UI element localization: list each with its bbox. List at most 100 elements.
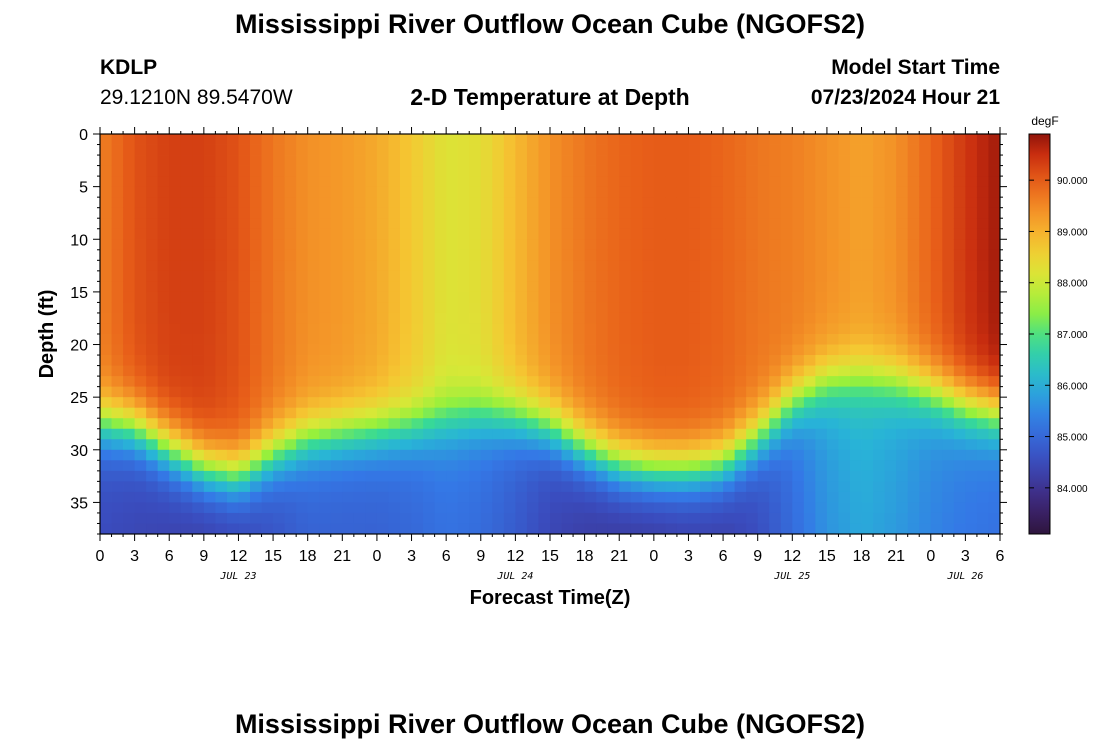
heatmap-cell [676,165,689,177]
heatmap-cell [573,165,586,177]
heatmap-cell [100,470,112,482]
heatmap-cell [423,460,436,472]
heatmap-cell [180,355,193,366]
heatmap-cell [538,386,551,398]
heatmap-cell [815,355,828,366]
heatmap-cell [965,197,978,209]
heatmap-cell [226,386,239,398]
heatmap-cell [469,312,482,324]
heatmap-cell [261,512,274,524]
heatmap-cell [873,197,886,209]
heatmap-cell [526,481,539,493]
heatmap-cell [953,270,966,282]
heatmap-cell [780,270,793,282]
heatmap-cell [665,155,678,166]
heatmap-cell [873,449,886,461]
heatmap-cell [226,312,239,324]
heatmap-cell [238,144,251,156]
heatmap-cell [215,323,228,335]
heatmap-cell [284,176,297,188]
heatmap-cell [723,281,736,293]
heatmap-cell [792,260,805,272]
heatmap-cell [307,428,320,440]
heatmap-cell [526,439,539,451]
heatmap-cell [850,365,862,377]
heatmap-cell [261,481,274,493]
heatmap-cell [457,186,470,198]
heatmap-cell [226,134,239,145]
heatmap-cell [884,134,897,145]
heatmap-cell [469,460,482,472]
heatmap-cell [457,502,470,514]
heatmap-cell [907,481,920,493]
heatmap-cell [896,281,909,293]
heatmap-cell [988,291,1001,303]
heatmap-cell [296,281,309,293]
heatmap-cell [919,449,932,461]
heatmap-cell [550,144,562,156]
heatmap-cell [734,376,747,388]
heatmap-cell [423,291,436,303]
heatmap-cell [965,523,978,535]
heatmap-cell [780,239,793,251]
heatmap-cell [250,323,262,335]
heatmap-cell [411,239,424,251]
heatmap-cell [930,502,943,514]
heatmap-cell [100,439,112,451]
heatmap-cell [642,365,655,377]
heatmap-cell [180,260,193,272]
y-tick-label: 15 [70,285,88,302]
x-tick-label: 0 [649,548,658,565]
heatmap-cell [273,365,286,377]
heatmap-cell [446,155,459,166]
heatmap-cell [746,186,759,198]
heatmap-cell [826,439,839,451]
heatmap-cell [907,502,920,514]
heatmap-cell [630,365,643,377]
heatmap-cell [826,197,839,209]
heatmap-cell [411,323,424,335]
heatmap-cell [492,270,505,282]
heatmap-cell [861,460,874,472]
heatmap-cell [930,481,943,493]
heatmap-cell [803,344,816,356]
heatmap-cell [376,239,389,251]
heatmap-cell [123,281,136,293]
heatmap-cell [619,260,632,272]
heatmap-cell [850,239,862,251]
heatmap-cell [434,491,447,503]
heatmap-cell [215,270,228,282]
heatmap-cell [503,134,516,145]
heatmap-cell [250,502,262,514]
heatmap-cell [169,291,182,303]
heatmap-cell [261,134,274,145]
heatmap-cell [965,365,978,377]
heatmap-cell [515,491,528,503]
heatmap-cell [411,397,424,409]
heatmap-cell [838,428,851,440]
heatmap-cell [676,270,689,282]
heatmap-cell [746,302,759,314]
heatmap-cell [526,155,539,166]
heatmap-cell [296,523,309,535]
heatmap-cell [492,439,505,451]
heatmap-cell [480,176,493,188]
heatmap-cell [330,491,343,503]
heatmap-cell [400,176,412,188]
heatmap-cell [792,344,805,356]
heatmap-cell [538,239,551,251]
heatmap-cell [896,481,909,493]
heatmap-cell [238,449,251,461]
heatmap-cell [757,418,770,430]
heatmap-cell [365,365,378,377]
heatmap-cell [400,344,412,356]
heatmap-cell [203,523,216,535]
heatmap-cell [584,481,597,493]
heatmap-cell [688,355,701,366]
heatmap-cell [446,176,459,188]
heatmap-cell [850,207,862,219]
y-tick-label: 10 [70,232,88,249]
heatmap-cell [365,523,378,535]
heatmap-cell [526,386,539,398]
heatmap-cell [146,428,159,440]
